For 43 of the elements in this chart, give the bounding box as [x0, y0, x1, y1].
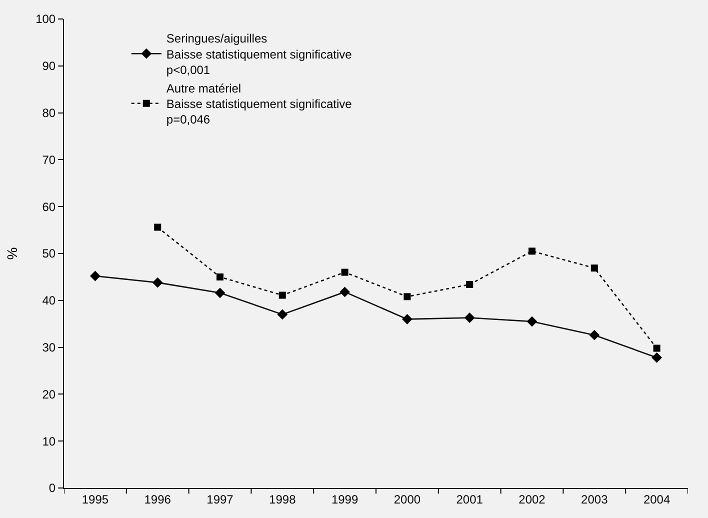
y-axis-title: %	[4, 247, 20, 260]
y-tick-label: 100	[36, 12, 56, 26]
x-tick-label: 2004	[643, 492, 670, 506]
point	[590, 264, 598, 272]
point	[152, 277, 163, 288]
point	[340, 286, 350, 298]
point	[214, 288, 226, 298]
x-tick-label: 1998	[269, 492, 296, 506]
point	[402, 314, 412, 324]
y-tick-label: 60	[42, 200, 56, 214]
x-tick-label: 2001	[456, 492, 484, 506]
point	[464, 312, 475, 323]
x-tick-label: 1997	[206, 492, 234, 506]
y-tick-label: 30	[42, 340, 56, 354]
point	[653, 344, 660, 352]
x-tick-label: 2000	[394, 492, 421, 506]
y-tick-label: 40	[42, 294, 56, 308]
point	[154, 224, 162, 231]
point	[277, 309, 288, 320]
point	[652, 352, 662, 363]
point	[341, 268, 348, 276]
point	[404, 293, 411, 300]
y-tick-label: 0	[48, 481, 56, 496]
x-tick-label: 1995	[82, 492, 109, 506]
legend-label: Seringues/aiguilles Baisse statistiquement significative p<0,001	[166, 32, 352, 77]
y-tick-label: 20	[42, 387, 56, 402]
point	[90, 270, 100, 282]
y-tick-label: 70	[42, 152, 56, 167]
point	[216, 273, 224, 280]
point	[278, 292, 286, 299]
point	[589, 330, 600, 340]
point	[526, 316, 538, 327]
point	[528, 248, 536, 255]
x-tick-label: 2003	[581, 492, 608, 506]
y-tick-label: 80	[42, 106, 56, 120]
y-tick-label: 50	[42, 246, 56, 261]
y-tick-label: 10	[42, 434, 56, 448]
x-tick-label: 2002	[518, 492, 546, 506]
x-tick-label: 1996	[144, 492, 172, 506]
legend-label: Autre matériel Baisse statistiquement significative p=0,046	[166, 81, 352, 127]
x-tick-label: 1999	[331, 492, 358, 506]
y-tick-label: 90	[42, 59, 56, 74]
point	[466, 280, 474, 288]
